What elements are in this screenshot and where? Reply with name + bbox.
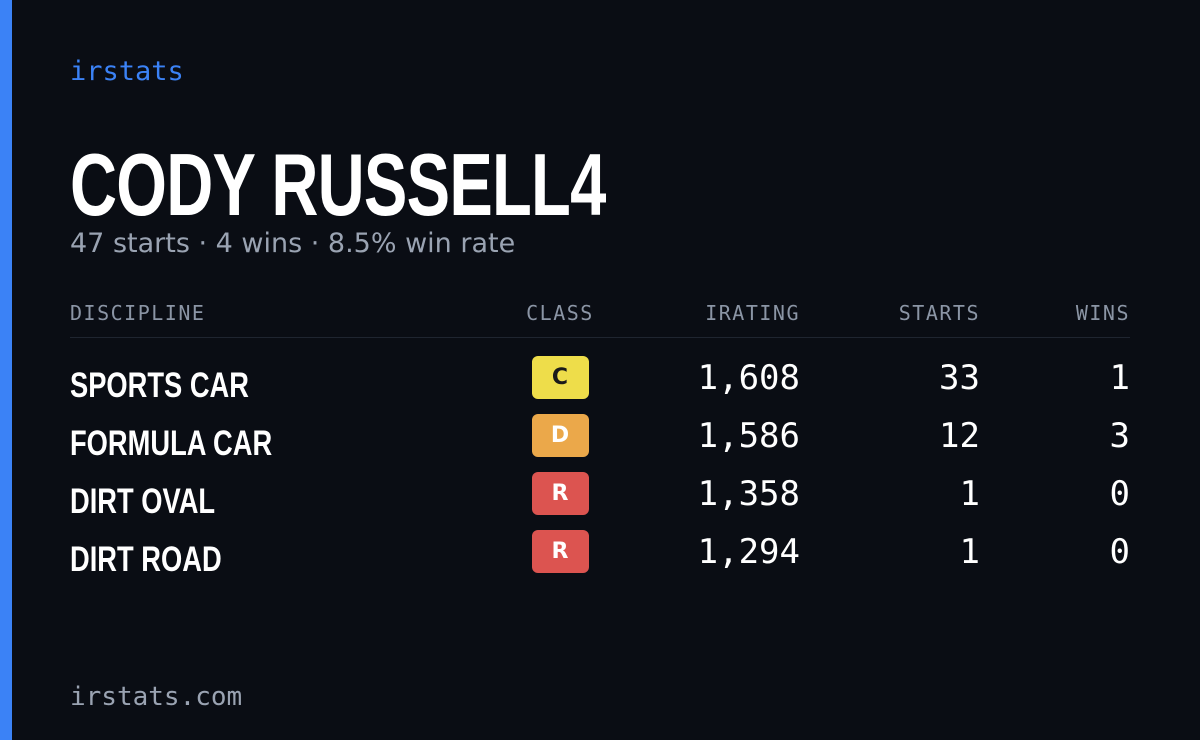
wins: 0: [1109, 474, 1130, 514]
discipline: DIRT OVAL: [70, 482, 216, 521]
driver-name: CODY RUSSELL4: [70, 135, 606, 234]
wins: 1: [1109, 358, 1130, 398]
starts: 1: [959, 532, 980, 572]
header-rule: [70, 337, 1130, 338]
discipline: SPORTS CAR: [70, 366, 249, 405]
column-header: DISCIPLINE: [70, 301, 206, 325]
footer: irstats.com: [70, 682, 243, 712]
wins: 0: [1109, 532, 1130, 572]
column-header: STARTS: [898, 301, 980, 325]
starts: 1: [959, 474, 980, 514]
discipline: DIRT ROAD: [70, 540, 222, 579]
irating: 1,358: [697, 474, 800, 514]
accent-bar: [0, 0, 12, 740]
brand: irstats: [70, 56, 184, 87]
class-badge: C: [531, 356, 589, 399]
class-badge: D: [531, 414, 589, 457]
class-badge: R: [531, 530, 589, 573]
driver-summary: 47 starts · 4 wins · 8.5% win rate: [70, 228, 516, 259]
wins: 3: [1109, 416, 1130, 456]
discipline: FORMULA CAR: [70, 424, 273, 463]
irating: 1,608: [697, 358, 800, 398]
irating: 1,586: [697, 416, 800, 456]
irating: 1,294: [697, 532, 800, 572]
column-header: CLASS: [526, 301, 594, 325]
column-header: IRATING: [705, 301, 800, 325]
starts: 33: [939, 358, 980, 398]
class-badge: R: [531, 472, 589, 515]
column-header: WINS: [1075, 301, 1130, 325]
starts: 12: [939, 416, 980, 456]
